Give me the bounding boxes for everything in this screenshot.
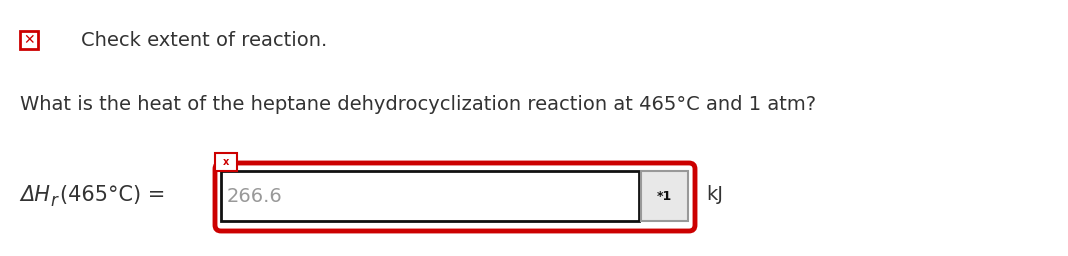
Text: ΔH: ΔH — [20, 185, 50, 205]
Bar — [641, 171, 688, 221]
Text: kJ: kJ — [706, 186, 723, 205]
Text: r: r — [50, 192, 57, 210]
Text: x: x — [223, 157, 230, 167]
Text: 266.6: 266.6 — [227, 187, 283, 206]
Text: *1: *1 — [657, 189, 672, 202]
Text: (465°C) =: (465°C) = — [60, 185, 166, 205]
Bar — [20, 31, 38, 49]
Text: What is the heat of the heptane dehydrocyclization reaction at 465°C and 1 atm?: What is the heat of the heptane dehydroc… — [20, 95, 816, 114]
Bar — [215, 153, 237, 171]
Bar — [221, 171, 639, 221]
FancyBboxPatch shape — [215, 163, 695, 231]
Text: Check extent of reaction.: Check extent of reaction. — [81, 30, 327, 49]
Text: ✕: ✕ — [23, 33, 35, 47]
